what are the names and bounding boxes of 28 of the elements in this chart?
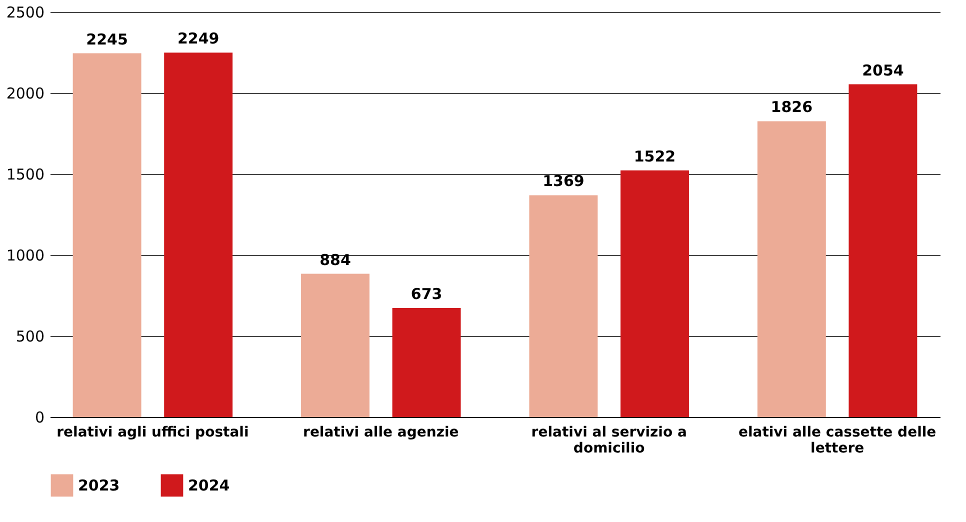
x-tick-label: elativi alle cassette delle lettere	[738, 424, 936, 456]
bar	[392, 308, 461, 417]
bar	[164, 52, 233, 417]
y-tick-label: 0	[34, 408, 44, 426]
bar	[72, 53, 142, 417]
legend-label: 2024	[188, 476, 230, 494]
y-tick-label: 1000	[6, 246, 44, 264]
x-tick-label: relativi alle agenzie	[303, 424, 459, 440]
bar	[620, 170, 689, 417]
bar	[757, 121, 826, 417]
x-tick-label: relativi agli uffici postali	[56, 424, 249, 440]
y-tick-label: 1500	[6, 166, 44, 184]
data-label: 884	[320, 250, 351, 269]
x-tick-label: relativi al servizio a domicilio	[531, 424, 687, 456]
y-tick-label: 2500	[6, 4, 44, 22]
bar	[848, 84, 918, 417]
y-tick-label: 2000	[6, 84, 44, 102]
legend-label: 2023	[78, 476, 120, 494]
data-label: 1826	[770, 98, 813, 116]
data-label: 1522	[634, 147, 676, 166]
data-label: 2054	[862, 61, 904, 80]
data-label: 2249	[177, 30, 220, 48]
data-label: 673	[410, 284, 442, 303]
bar	[301, 274, 370, 417]
data-label: 1369	[542, 172, 584, 190]
data-label: 2245	[86, 30, 128, 48]
bar	[529, 195, 598, 417]
y-tick-label: 500	[16, 328, 44, 346]
